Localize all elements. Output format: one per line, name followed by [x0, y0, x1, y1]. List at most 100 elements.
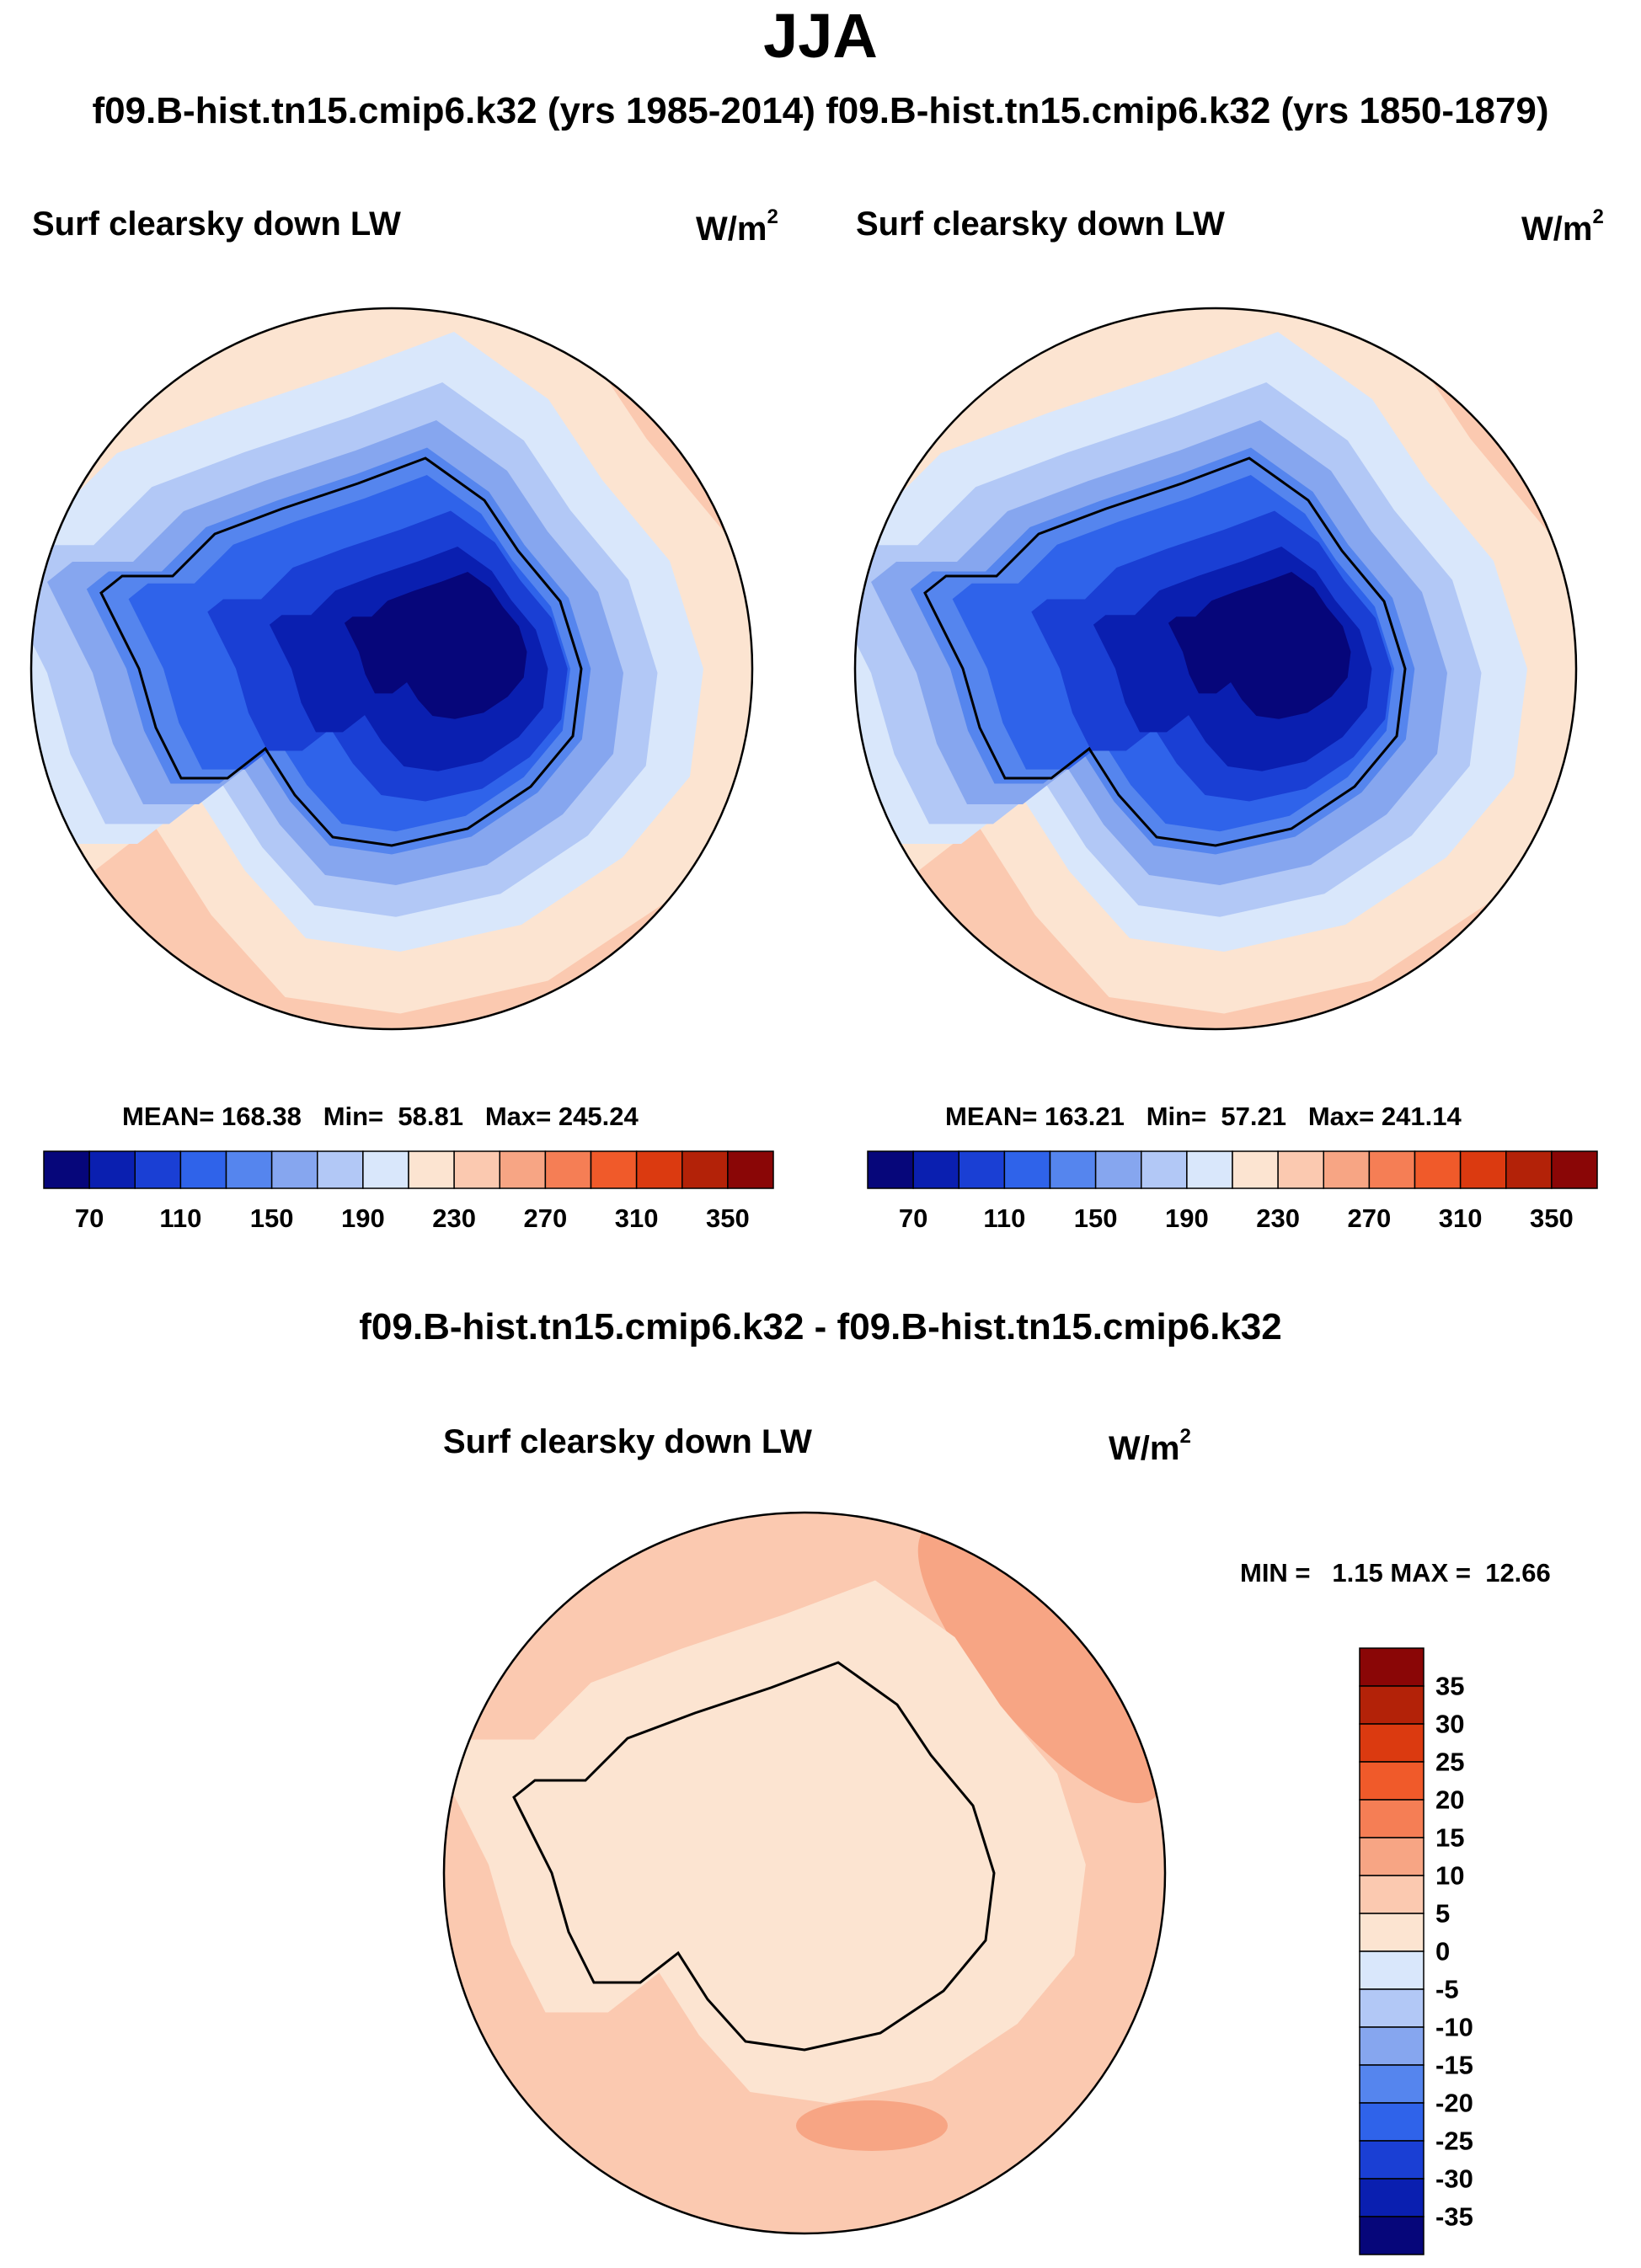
colorbar-tick-label: 270: [1347, 1203, 1392, 1233]
colorbar-box: [1359, 1723, 1425, 1763]
colorbar-box: [270, 1150, 318, 1189]
colorbar-box: [1359, 1799, 1425, 1838]
panel2-map-border: [853, 307, 1578, 1031]
panel3-title: Surf clearsky down LW: [443, 1423, 812, 1460]
colorbar-tick-label: -35: [1435, 2201, 1473, 2232]
colorbar-box: [362, 1150, 409, 1189]
field-band: [1168, 572, 1351, 719]
colorbar-tick-label: 190: [341, 1203, 385, 1233]
colorbar-box: [1414, 1150, 1462, 1189]
figure-title: JJA: [763, 1, 878, 71]
panel3-units: W/m2: [1109, 1425, 1191, 1467]
colorbar-tick-label: 190: [1165, 1203, 1209, 1233]
colorbar-box: [43, 1150, 90, 1189]
colorbar-tick-label: -5: [1435, 1974, 1459, 2004]
colorbar-box: [1003, 1150, 1051, 1189]
colorbar-box: [88, 1150, 136, 1189]
colorbar-tick-label: -15: [1435, 2050, 1473, 2080]
colorbar-box: [1359, 2102, 1425, 2142]
colorbar-tick-label: 150: [249, 1203, 294, 1233]
colorbar-tick-label: 70: [898, 1203, 928, 1233]
colorbar-tick-label: 150: [1073, 1203, 1118, 1233]
colorbar-tick-label: 35: [1435, 1671, 1465, 1701]
colorbar-box: [590, 1150, 638, 1189]
colorbar-box: [1232, 1150, 1279, 1189]
colorbar-tick-label: 350: [706, 1203, 750, 1233]
colorbar-box: [958, 1150, 1006, 1189]
colorbar-tick-label: -25: [1435, 2126, 1473, 2156]
antarctica-coastline: [923, 456, 1407, 847]
colorbar-box: [1359, 1875, 1425, 1914]
colorbar-tick-label: -10: [1435, 2012, 1473, 2042]
panel3-map: [444, 1513, 1165, 2233]
colorbar-box: [1049, 1150, 1097, 1189]
colorbar-tick-label: 110: [983, 1203, 1026, 1233]
panel3-map-border: [442, 1511, 1167, 2235]
colorbar-box: [179, 1150, 227, 1189]
colorbar-box: [225, 1150, 273, 1189]
colorbar-box: [1505, 1150, 1553, 1189]
panel2-units: W/m2: [1521, 205, 1604, 248]
figure-subtitle: f09.B-hist.tn15.cmip6.k32 (yrs 1985-2014…: [92, 90, 1549, 131]
colorbar-tick-label: 110: [159, 1203, 202, 1233]
colorbar-tick-label: 310: [614, 1203, 659, 1233]
colorbar-box: [912, 1150, 959, 1189]
colorbar-box: [1359, 2216, 1425, 2255]
colorbar-box: [1359, 2178, 1425, 2217]
colorbar-box: [317, 1150, 364, 1189]
colorbar-box: [1094, 1150, 1142, 1189]
colorbar-box: [1359, 2026, 1425, 2066]
colorbar-tick-label: 10: [1435, 1860, 1465, 1891]
colorbar-box: [1359, 1837, 1425, 1876]
colorbar-box: [1359, 1761, 1425, 1801]
colorbar-box: [408, 1150, 455, 1189]
field-band: [344, 572, 527, 719]
panel1-stats: MEAN= 168.38 Min= 58.81 Max= 245.24: [122, 1102, 639, 1131]
colorbar1: [43, 1150, 774, 1189]
colorbar-tick-label: 230: [1256, 1203, 1300, 1233]
colorbar-box: [727, 1150, 774, 1189]
colorbar-box: [1359, 1913, 1425, 1952]
colorbar-tick-label: 310: [1438, 1203, 1483, 1233]
colorbar-tick-label: -20: [1435, 2088, 1473, 2118]
colorbar-box: [1141, 1150, 1188, 1189]
colorbar-box: [1359, 1988, 1425, 2028]
colorbar-box: [1277, 1150, 1324, 1189]
panel3-stats: MIN = 1.15 MAX = 12.66: [1240, 1558, 1551, 1588]
antarctica-coastline: [99, 456, 583, 847]
colorbar-box: [682, 1150, 729, 1189]
panel2-map: [855, 308, 1576, 1029]
colorbar3: [1359, 1647, 1425, 2255]
panel2-stats: MEAN= 163.21 Min= 57.21 Max= 241.14: [945, 1102, 1462, 1131]
antarctica-coastline: [512, 1661, 996, 2052]
colorbar-tick-label: 25: [1435, 1747, 1465, 1777]
colorbar2: [867, 1150, 1598, 1189]
colorbar-tick-label: 15: [1435, 1822, 1465, 1853]
colorbar-tick-label: 0: [1435, 1936, 1451, 1966]
colorbar-box: [1359, 1950, 1425, 1990]
colorbar-tick-label: 20: [1435, 1785, 1465, 1815]
colorbar-tick-label: 70: [74, 1203, 104, 1233]
colorbar-tick-label: 230: [432, 1203, 476, 1233]
panel1-map-border: [29, 307, 754, 1031]
colorbar-box: [499, 1150, 547, 1189]
colorbar-box: [867, 1150, 914, 1189]
panel1-title: Surf clearsky down LW: [32, 205, 401, 243]
field-band: [917, 1521, 1163, 1804]
colorbar-box: [453, 1150, 500, 1189]
colorbar-tick-label: 30: [1435, 1709, 1465, 1739]
colorbar-box: [1359, 1685, 1425, 1725]
colorbar-box: [544, 1150, 592, 1189]
diff-heading: f09.B-hist.tn15.cmip6.k32 - f09.B-hist.t…: [359, 1306, 1282, 1347]
colorbar-box: [1359, 2140, 1425, 2180]
colorbar-box: [1459, 1150, 1507, 1189]
colorbar-box: [1368, 1150, 1416, 1189]
colorbar-tick-label: 270: [523, 1203, 568, 1233]
colorbar-box: [1323, 1150, 1371, 1189]
colorbar-box: [1359, 1647, 1425, 1687]
field-band: [796, 2100, 948, 2151]
colorbar-tick-label: -30: [1435, 2164, 1473, 2194]
panel1-units: W/m2: [696, 205, 778, 248]
colorbar-box: [1551, 1150, 1598, 1189]
